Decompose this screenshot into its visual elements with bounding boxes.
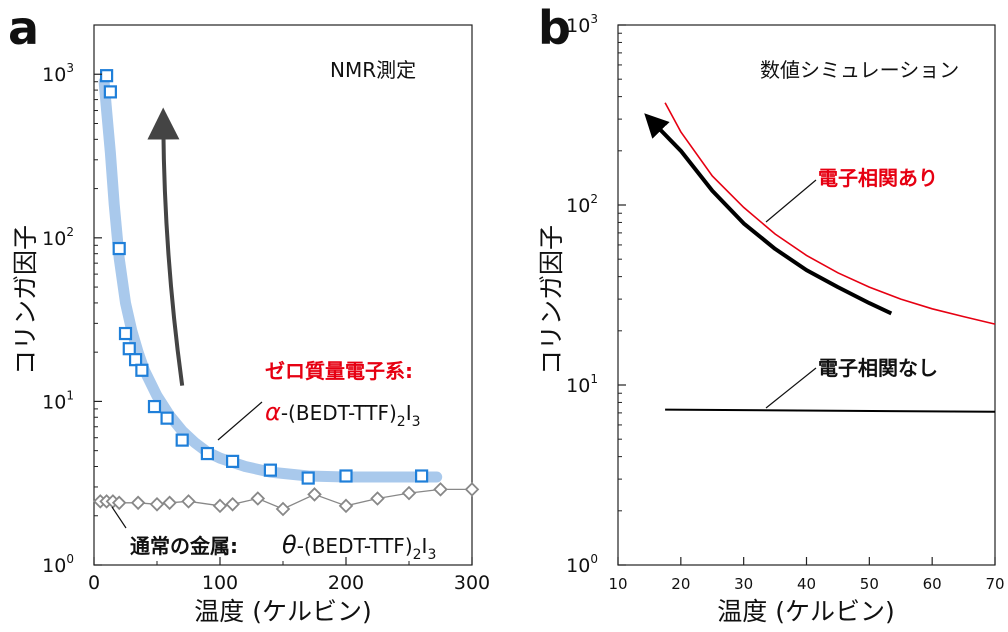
y-axis-title-a: コリンガ因子 xyxy=(11,225,40,375)
y-axis-title-b: コリンガ因子 xyxy=(537,225,566,375)
trend-arrow-layer-b xyxy=(644,113,893,316)
data-point-zero-mass xyxy=(128,353,143,367)
leader-line-theta xyxy=(111,506,127,529)
formula-sub2: 3 xyxy=(427,547,436,563)
y-tick-label: 103 xyxy=(42,61,74,86)
annotation-b: 数値シミュレーション xyxy=(760,58,959,82)
y-tick-label: 100 xyxy=(42,552,74,577)
series-label-normal-metal: 通常の金属: xyxy=(130,534,238,558)
axis-ticks-a: 100 101 102 103 0 100 200 300 xyxy=(42,61,490,594)
data-point-zero-mass xyxy=(122,342,136,356)
data-point-normal-metal xyxy=(464,482,480,497)
data-point-zero-mass xyxy=(118,326,133,341)
x-tick-label: 200 xyxy=(328,572,364,594)
data-point-zero-mass xyxy=(147,399,162,414)
x-tick-label: 50 xyxy=(860,575,879,593)
data-point-normal-metal xyxy=(433,482,448,497)
data-point-zero-mass xyxy=(112,241,126,256)
data-point-zero-mass xyxy=(99,69,114,83)
y-tick-label: 102 xyxy=(566,192,598,217)
panel-letter-b: b xyxy=(538,1,571,55)
x-tick-label: 60 xyxy=(923,575,942,593)
data-point-normal-metal xyxy=(370,491,385,506)
data-point-zero-mass xyxy=(226,454,240,468)
data-point-zero-mass xyxy=(415,469,429,483)
series-line-without-correlation xyxy=(665,408,996,413)
data-point-normal-metal xyxy=(338,498,354,514)
leader-line-alpha xyxy=(217,401,263,441)
series-label-zero-mass: ゼロ質量電子系: xyxy=(265,359,413,383)
y-tick-label: 101 xyxy=(42,388,74,413)
formula-pre: -(BEDT-TTF) xyxy=(281,401,397,425)
annotation-a: NMR測定 xyxy=(330,58,416,82)
data-point-normal-metal xyxy=(225,497,240,512)
series-formula-alpha: α-(BEDT-TTF)2I3 xyxy=(265,398,421,430)
data-point-zero-mass xyxy=(339,469,353,483)
data-point-zero-mass xyxy=(103,85,117,99)
series-label-with-correlation: 電子相関あり xyxy=(818,166,938,190)
formula-sub2: 3 xyxy=(412,414,421,430)
formula-sub: 2 xyxy=(413,547,422,563)
formula-symbol: α xyxy=(265,398,281,426)
data-point-zero-mass xyxy=(135,363,149,377)
formula-post: I xyxy=(422,534,428,558)
formula-post: I xyxy=(406,401,412,425)
trend-arrow-layer xyxy=(147,107,185,386)
x-tick-label: 70 xyxy=(985,575,1004,593)
y-tick-label: 100 xyxy=(566,552,598,577)
x-tick-label: 10 xyxy=(608,575,627,593)
x-tick-label: 30 xyxy=(734,575,753,593)
x-tick-label: 100 xyxy=(202,572,238,594)
leader-line-with-correlation xyxy=(765,179,817,223)
data-point-normal-metal xyxy=(307,487,322,502)
data-point-normal-metal xyxy=(275,501,291,517)
x-tick-label: 300 xyxy=(454,572,490,594)
series-formula-theta: θ-(BEDT-TTF)2I3 xyxy=(282,531,436,563)
series-lines-layer xyxy=(664,102,996,413)
data-point-normal-metal xyxy=(212,498,228,514)
series-points-layer xyxy=(93,69,480,517)
series-label-without-correlation: 電子相関なし xyxy=(818,356,938,380)
leader-line-without-correlation xyxy=(765,367,817,409)
formula-sub: 2 xyxy=(397,414,406,430)
data-point-normal-metal xyxy=(111,495,127,511)
data-point-zero-mass xyxy=(160,411,174,425)
trend-arrow-a xyxy=(147,107,185,386)
x-tick-label: 0 xyxy=(88,572,100,594)
formula-pre: -(BEDT-TTF) xyxy=(297,534,413,558)
x-axis-title-b: 温度 (ケルビン) xyxy=(717,597,894,626)
panel-letter-a: a xyxy=(8,1,39,55)
x-axis-title-a: 温度 (ケルビン) xyxy=(194,597,371,626)
y-tick-label: 103 xyxy=(566,12,598,37)
x-tick-label: 20 xyxy=(671,575,690,593)
formula-symbol: θ xyxy=(282,531,297,559)
data-point-normal-metal xyxy=(130,495,146,511)
data-point-zero-mass xyxy=(263,463,277,477)
trend-arrow-b xyxy=(644,113,893,316)
fit-curve-layer xyxy=(98,76,443,483)
data-point-normal-metal xyxy=(250,491,266,506)
data-point-normal-metal xyxy=(162,495,177,511)
data-point-zero-mass xyxy=(175,433,189,447)
series-line-with-correlation xyxy=(664,102,996,325)
fit-curve xyxy=(98,76,443,483)
data-point-zero-mass xyxy=(200,446,214,461)
data-point-normal-metal xyxy=(401,485,417,501)
data-point-normal-metal xyxy=(181,494,196,509)
data-point-zero-mass xyxy=(301,471,315,485)
plot-frame-b xyxy=(617,24,996,566)
x-tick-label: 40 xyxy=(797,575,816,593)
axis-ticks-b: 100 101 102 103 10 20 30 40 50 60 70 xyxy=(566,12,1004,593)
y-tick-label: 102 xyxy=(42,225,74,250)
plot-frame-a xyxy=(93,24,473,566)
y-tick-label: 101 xyxy=(566,372,598,397)
data-point-normal-metal xyxy=(149,497,165,512)
